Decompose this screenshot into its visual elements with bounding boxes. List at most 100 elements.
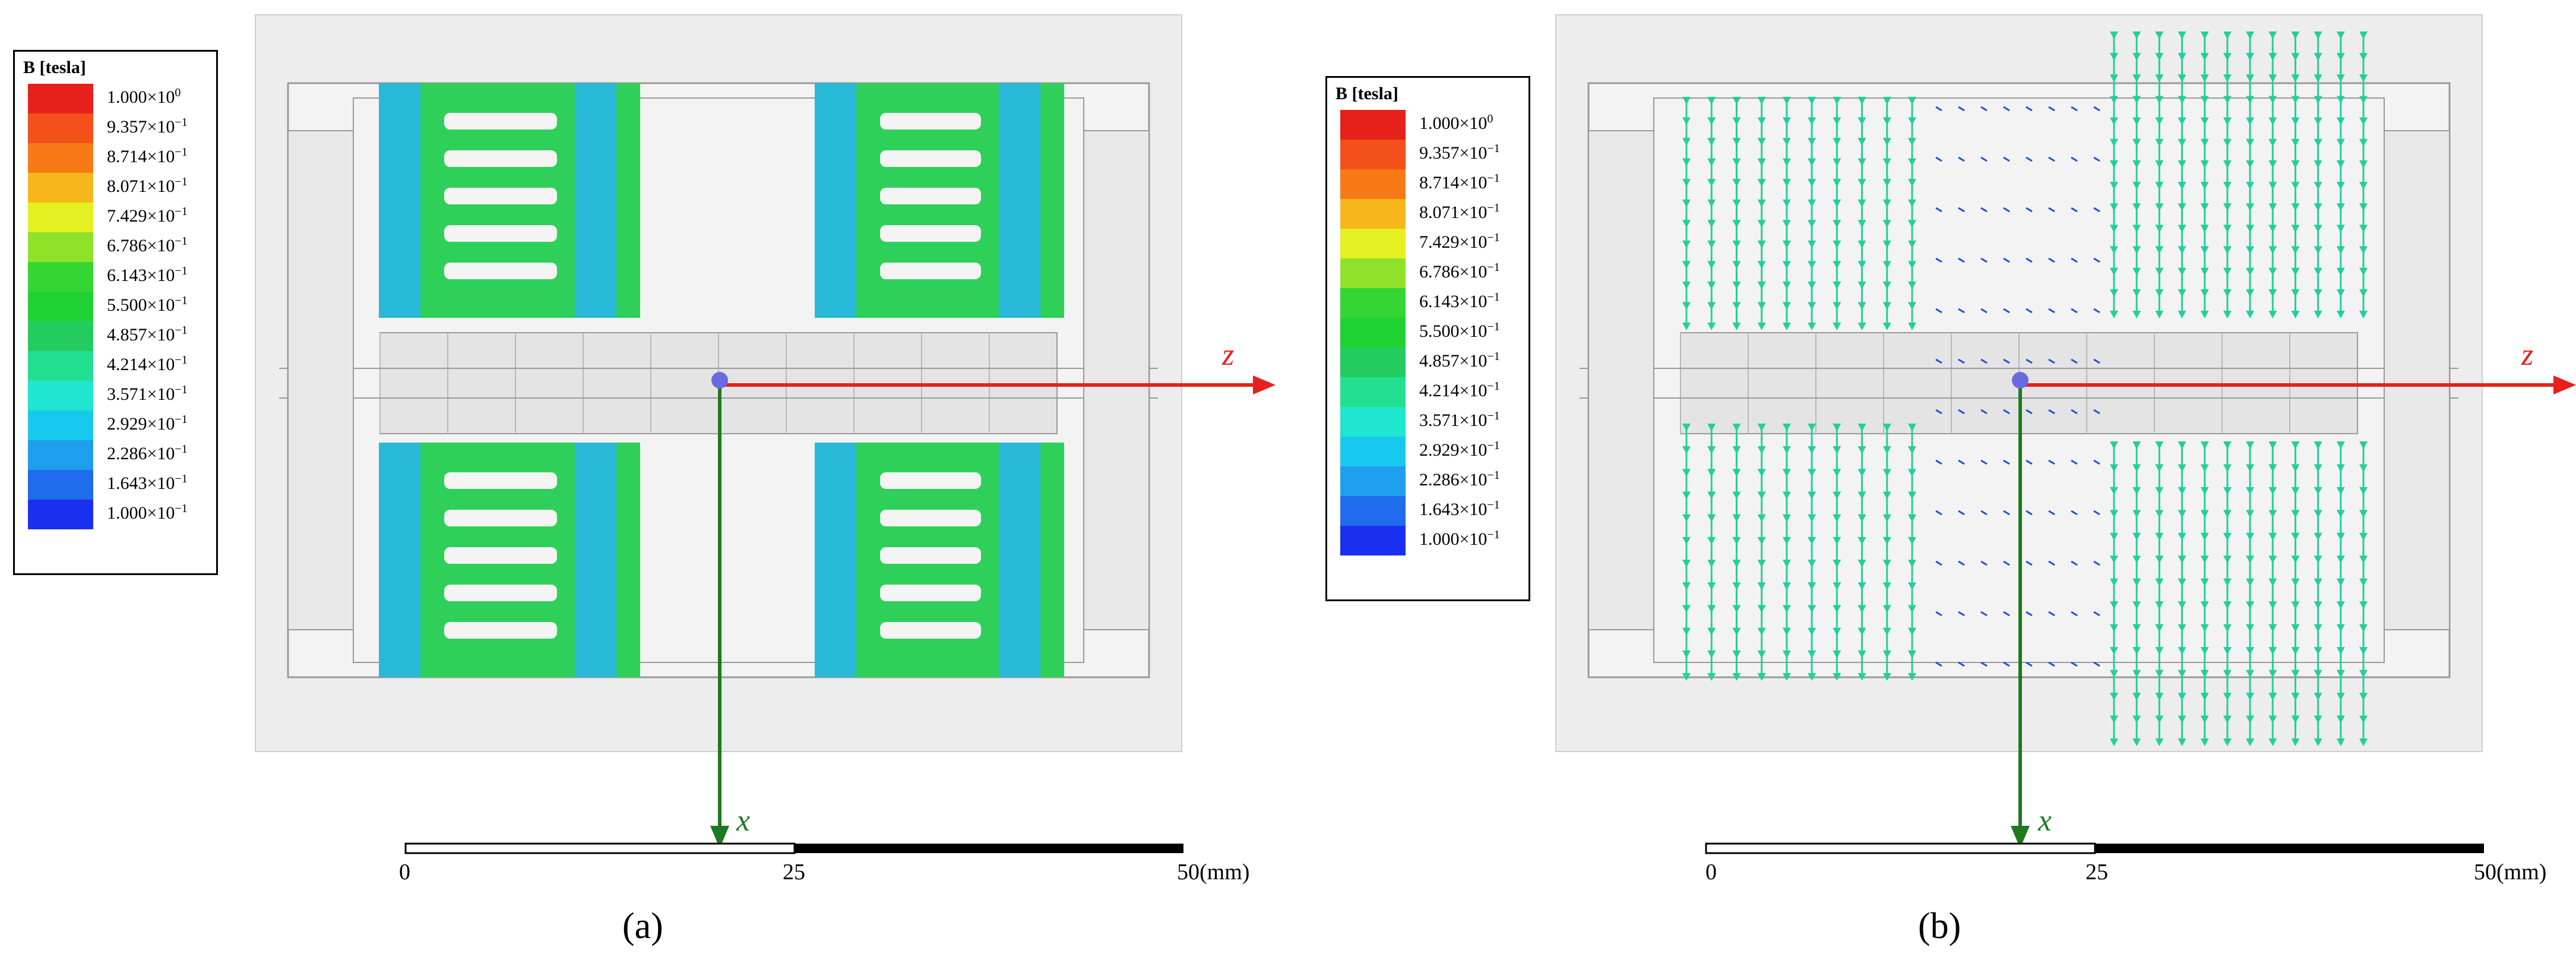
field-vector-arrow — [2155, 738, 2164, 746]
weak-field-vector — [2026, 207, 2033, 213]
field-vector-region — [2110, 441, 2368, 746]
field-vector-arrow — [1707, 582, 1716, 591]
field-vector-arrow — [2132, 738, 2141, 746]
field-vector-arrow — [2178, 289, 2186, 297]
field-vector-arrow — [2268, 693, 2277, 701]
field-vector-arrow — [2314, 289, 2322, 297]
field-vector-arrow — [1808, 261, 1817, 269]
field-vector-arrow — [2246, 246, 2255, 254]
field-vector-arrow — [1857, 627, 1866, 636]
field-slot-gap — [444, 263, 557, 279]
field-vector-arrow — [1707, 117, 1716, 125]
field-edge-left — [815, 443, 856, 677]
field-vector-arrow — [2336, 487, 2345, 495]
field-slot-gap — [880, 225, 981, 242]
weak-field-vector — [1935, 308, 1942, 314]
weak-field-vector — [2071, 257, 2078, 263]
field-vector-arrow — [2132, 160, 2141, 168]
field-vector-arrow — [1882, 138, 1891, 146]
weak-field-vector — [1958, 207, 1965, 213]
field-vector-arrow — [2200, 510, 2209, 518]
field-vector-arrow — [2291, 311, 2300, 318]
field-vector-arrow — [2132, 182, 2141, 190]
field-vector-arrow — [2291, 160, 2300, 168]
field-slot-gap — [880, 510, 981, 526]
scale-bar-white — [1705, 842, 2096, 854]
field-vector-arrow — [1908, 514, 1916, 522]
field-vector-arrow — [1682, 240, 1691, 248]
field-vector-arrow — [2200, 601, 2209, 610]
field-vector-arrow — [2336, 289, 2345, 297]
field-vector-arrow — [2223, 510, 2232, 518]
field-vector-arrow — [2359, 117, 2368, 125]
z-axis-arrowhead — [2553, 375, 2576, 394]
field-vector-arrow — [1682, 261, 1691, 269]
field-vector-arrow — [2246, 624, 2255, 632]
field-vector-arrow — [2223, 624, 2232, 632]
weak-field-vector — [2093, 207, 2100, 213]
field-vector-arrow — [2359, 624, 2368, 632]
field-vector-arrow — [2110, 246, 2118, 254]
field-vector-arrow — [2110, 311, 2118, 318]
weak-field-vector — [2003, 207, 2010, 213]
weak-field-vector — [2093, 510, 2100, 516]
weak-field-vector — [2003, 156, 2010, 162]
field-vector-arrow — [2291, 182, 2300, 190]
field-vector-arrow — [2336, 311, 2345, 318]
weak-field-vector — [1935, 207, 1942, 213]
field-vector-arrow — [2200, 53, 2209, 61]
field-vector-arrow — [2110, 670, 2118, 678]
field-vector-arrow — [1833, 158, 1841, 166]
legend-swatch — [28, 232, 93, 262]
field-vector-arrow — [2336, 138, 2345, 147]
field-vector-arrow — [1833, 261, 1841, 269]
field-slot-gap — [444, 510, 557, 526]
field-vector-arrow — [2200, 138, 2209, 147]
legend-panel-b: B [tesla] 1.000×100 9.357×10−1 8.714×10−1 8… — [1325, 76, 1530, 601]
legend-value-label: 8.071×10−1 — [1419, 201, 1500, 222]
field-vector-arrow — [1707, 469, 1716, 477]
field-vector-arrow — [2268, 555, 2277, 564]
field-vector-arrow — [2155, 311, 2164, 318]
field-vector-arrow — [1757, 469, 1766, 477]
weak-field-vector — [1935, 358, 1942, 364]
legend-value-label: 1.000×100 — [107, 86, 181, 107]
field-vector-arrow — [2132, 693, 2141, 701]
field-edge-right — [999, 443, 1040, 677]
scale-tick-25-a: 25 — [783, 860, 805, 885]
field-vector-arrow — [2178, 693, 2186, 701]
field-vector-arrow — [2314, 601, 2322, 610]
field-vector-arrow — [2314, 578, 2322, 586]
weak-field-vector — [1980, 308, 1988, 314]
field-vector-arrow — [2336, 510, 2345, 518]
field-vector-arrow — [1857, 138, 1866, 146]
field-vector-arrow — [1857, 446, 1866, 454]
field-vector-arrow — [1682, 605, 1691, 613]
field-vector-arrow — [2200, 96, 2209, 104]
field-vector-arrow — [1833, 582, 1841, 591]
field-vector-arrow — [2336, 647, 2345, 655]
field-vector-arrow — [2200, 693, 2209, 701]
field-vector-arrow — [1757, 650, 1766, 658]
field-vector-arrow — [2200, 487, 2209, 495]
field-vector-arrow — [2314, 225, 2322, 233]
field-vector-arrow — [2268, 670, 2277, 678]
field-vector-arrow — [2155, 31, 2164, 39]
legend-swatch — [28, 113, 93, 143]
field-vector-arrow — [2291, 117, 2300, 125]
legend-value-label: 2.286×10−1 — [1419, 469, 1500, 490]
field-vector-arrow — [2223, 160, 2232, 168]
field-vector-arrow — [2200, 31, 2209, 39]
field-slot-gap — [880, 113, 981, 130]
field-vector-arrow — [2110, 74, 2118, 83]
field-vector-arrow — [1808, 138, 1817, 146]
field-vector-arrow — [2314, 96, 2322, 104]
weak-field-vector — [2026, 459, 2033, 465]
weak-field-vector — [1980, 358, 1988, 364]
field-vector-arrow — [2336, 555, 2345, 564]
field-vector-arrow — [2359, 311, 2368, 318]
field-vector-arrow — [1882, 97, 1891, 105]
weak-field-vector — [1958, 560, 1965, 566]
legend-value-label: 2.929×10−1 — [1419, 439, 1500, 460]
legend-swatch — [1340, 437, 1406, 466]
